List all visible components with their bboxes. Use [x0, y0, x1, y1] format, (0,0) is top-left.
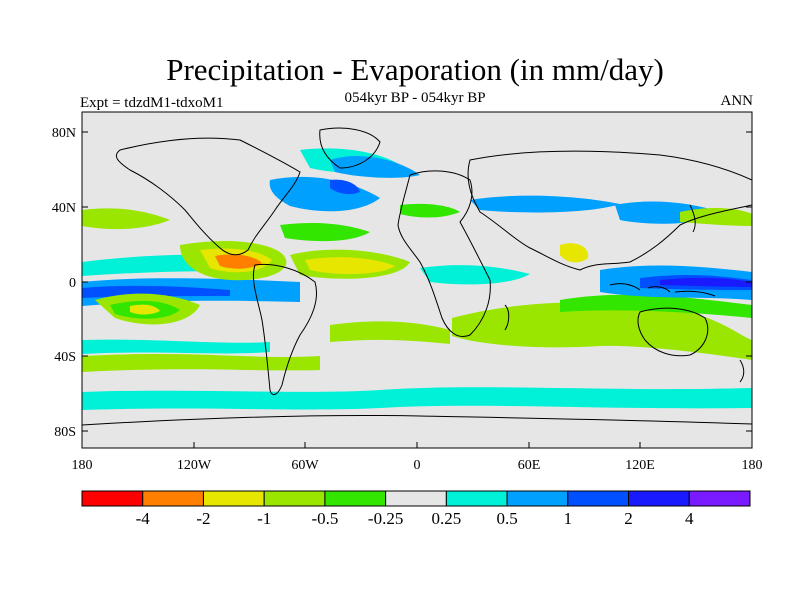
north-pacific-dry: [82, 208, 170, 230]
colorbar-label: 2: [624, 509, 633, 528]
tropical-indian-cyan: [420, 265, 530, 285]
map-subtitle: 054kyr BP - 054kyr BP: [344, 90, 486, 106]
new-zealand-coast: [739, 359, 745, 383]
lat-tick-label: 0: [69, 276, 76, 291]
lon-tick-label: 60W: [291, 458, 319, 473]
south-pacific-dry-inner: [130, 304, 160, 315]
colorbar-swatch: [263, 490, 326, 507]
colorbar-label: 1: [564, 509, 573, 528]
coastlines: [82, 127, 752, 426]
madagascar-coast: [504, 304, 510, 331]
mid-latitude-eurasia-wet: [470, 195, 620, 213]
south-pacific-band: [82, 339, 270, 354]
colorbar-swatch: [567, 490, 630, 507]
colorbar-label: -1: [257, 509, 271, 528]
colorbar-swatch: [628, 490, 690, 507]
north-atlantic-core: [330, 179, 360, 195]
east-pacific-dry-core: [215, 254, 262, 269]
southern-ocean-band: [82, 387, 752, 410]
season-label: ANN: [720, 93, 754, 109]
bay-of-bengal-dry: [560, 243, 589, 263]
lon-tick-label: 120E: [625, 458, 655, 473]
south-indian-band-dark: [560, 294, 752, 318]
colorbar-label: 0.25: [431, 509, 461, 528]
australia-coast: [637, 307, 709, 357]
south-pacific-band-green: [82, 354, 320, 372]
map-title: Precipitation - Evaporation (in mm/day): [166, 52, 664, 87]
lon-tick-label: 120W: [177, 458, 212, 473]
colorbar-label: 4: [685, 509, 694, 528]
nordic-seas-wet: [330, 155, 420, 178]
colorbar-label: 0.5: [496, 509, 517, 528]
subtropical-atlantic: [280, 222, 370, 242]
colorbar-swatch: [506, 490, 569, 507]
colorbar-swatch: [202, 490, 265, 507]
mediterranean-dry: [400, 203, 460, 218]
longitude-ticks: 180 120W 60W 0 60E 120E 180: [72, 442, 763, 473]
lon-tick-label: 60E: [518, 458, 541, 473]
japan-coast: [689, 204, 696, 233]
asia-coast: [467, 150, 752, 271]
maritime-continent-peak: [660, 277, 752, 287]
colorbar-swatch: [324, 490, 387, 507]
latitude-ticks: 80N 40N 0 40S 80S: [52, 126, 752, 440]
colorbar-swatch: [445, 490, 508, 507]
colorbar-swatch: [81, 490, 144, 507]
colorbar-label: -2: [196, 509, 210, 528]
lat-tick-label: 40S: [54, 350, 76, 365]
colorbar-label: -4: [136, 509, 151, 528]
north-west-pacific-dry: [680, 207, 752, 226]
lat-tick-label: 80S: [54, 425, 76, 440]
north-america-coast: [115, 137, 301, 256]
europe-africa-coast: [397, 170, 491, 337]
south-indian-band: [452, 302, 752, 360]
colorbar: -4 -2 -1 -0.5 -0.25 0.25 0.5 1 2 4: [81, 490, 751, 528]
lon-tick-label: 0: [414, 458, 421, 473]
lat-tick-label: 40N: [52, 201, 76, 216]
lon-tick-label: 180: [742, 458, 763, 473]
lat-tick-label: 80N: [52, 126, 76, 141]
experiment-label: Expt = tdzdM1-tdxoM1: [80, 95, 224, 111]
south-atlantic-band: [330, 321, 450, 344]
colorbar-swatch: [688, 490, 751, 507]
field-contours: [82, 148, 752, 410]
equatorial-pacific-dark: [82, 285, 230, 298]
colorbar-label: -0.5: [311, 509, 338, 528]
colorbar-label: -0.25: [368, 509, 403, 528]
lon-tick-label: 180: [72, 458, 93, 473]
colorbar-swatch: [142, 490, 204, 507]
south-america-coast: [252, 263, 317, 396]
colorbar-swatch: [385, 490, 447, 507]
indonesia-coast: [609, 283, 716, 297]
antarctica-coast: [82, 414, 752, 426]
greenland-coast: [319, 127, 381, 169]
tropical-atlantic-dry-core: [305, 257, 395, 275]
